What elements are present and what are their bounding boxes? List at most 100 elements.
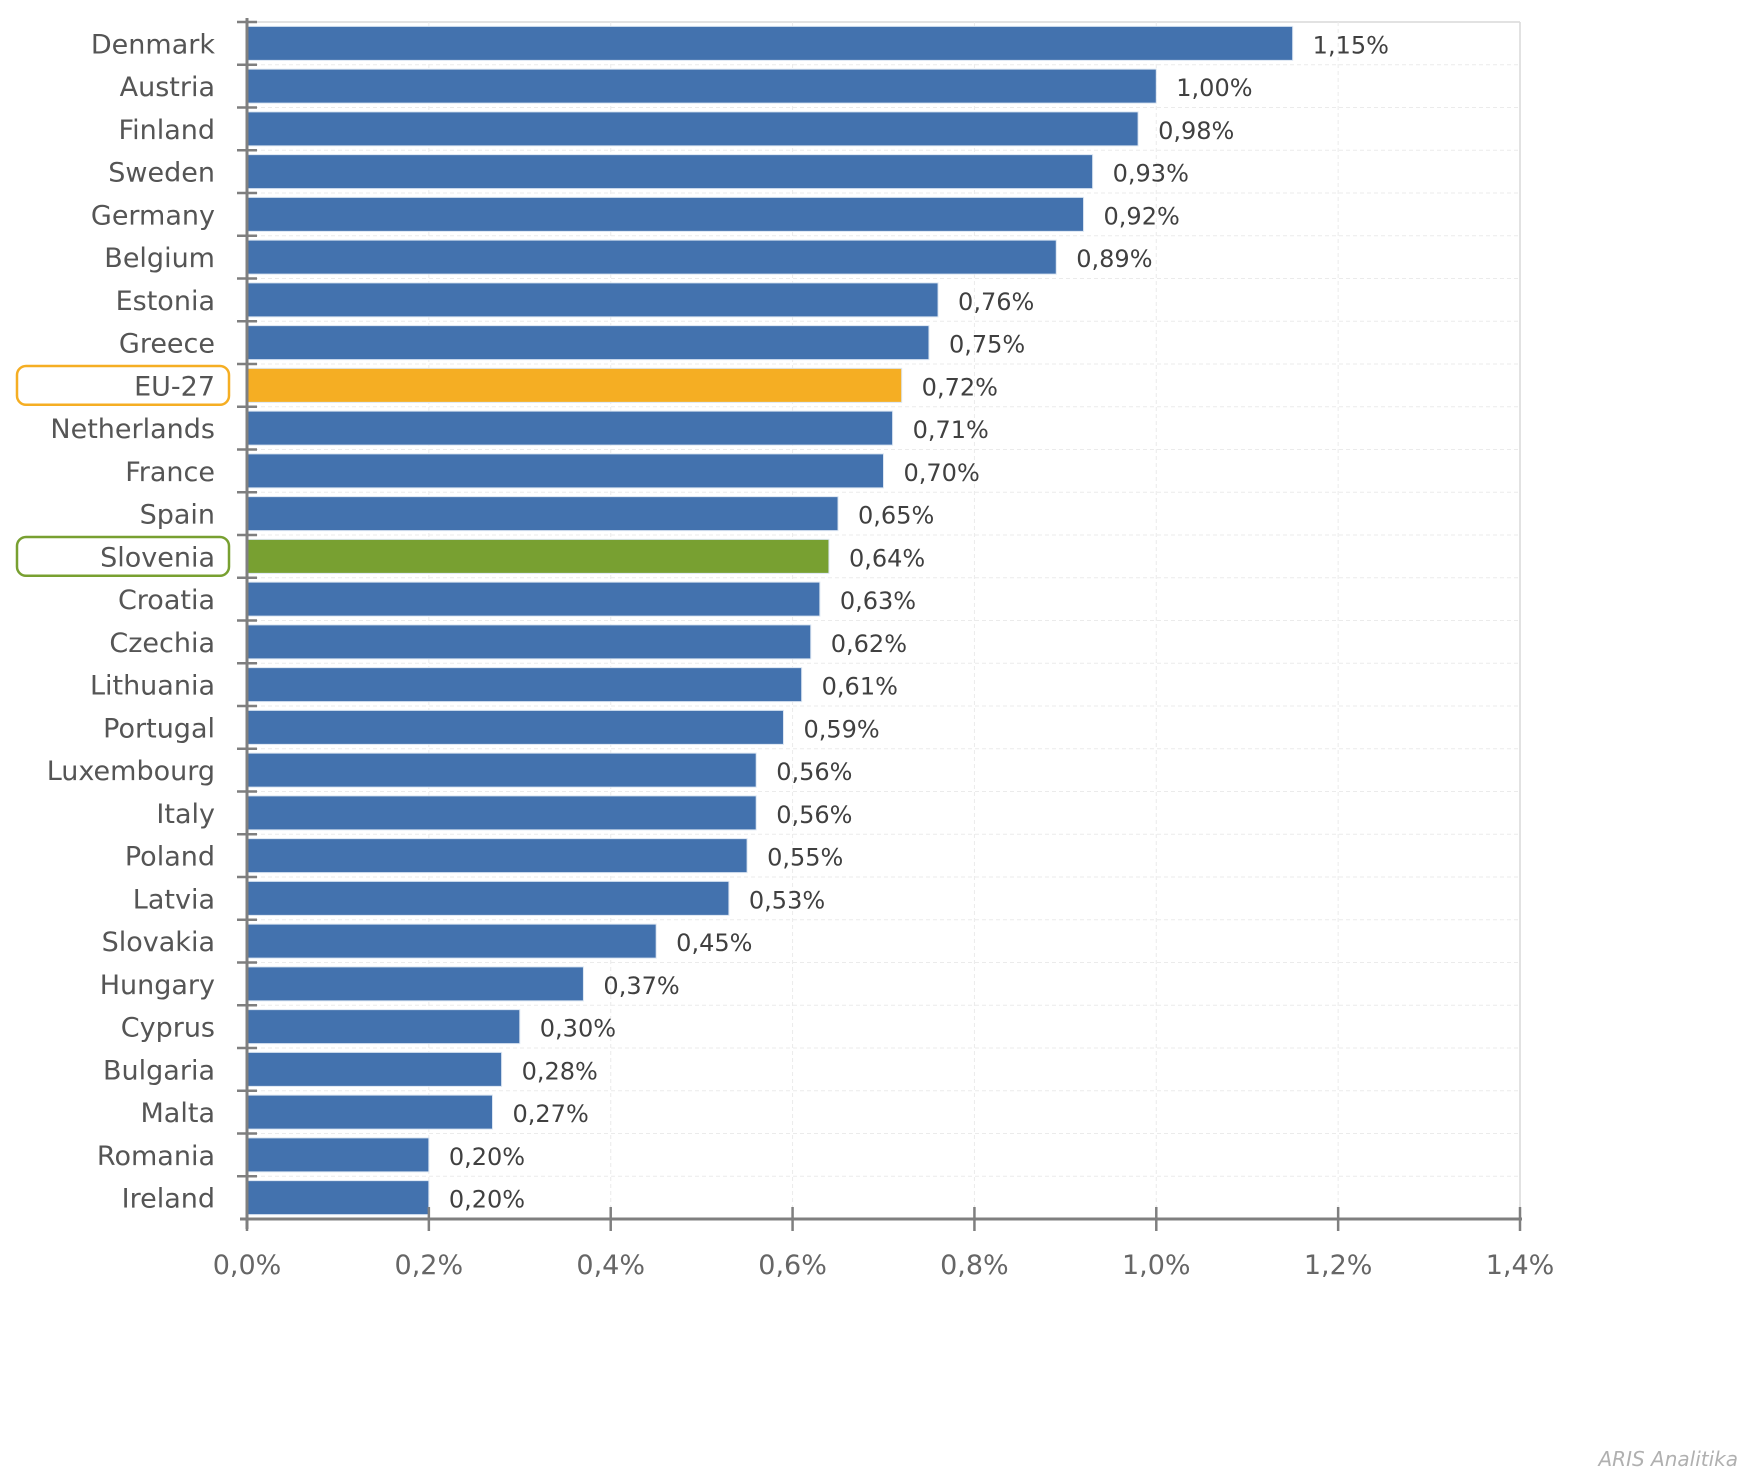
value-label: 0,63% bbox=[840, 587, 916, 615]
category-label: Finland bbox=[119, 115, 215, 146]
bars bbox=[247, 25, 1294, 1216]
value-label: 1,00% bbox=[1176, 74, 1252, 102]
value-label: 0,65% bbox=[858, 502, 934, 530]
bar-ireland bbox=[247, 1180, 430, 1216]
bar-czechia bbox=[247, 624, 812, 660]
bar-finland bbox=[247, 111, 1139, 147]
category-label: Ireland bbox=[122, 1184, 215, 1215]
category-label: Hungary bbox=[100, 970, 215, 1001]
value-label: 0,89% bbox=[1076, 245, 1152, 273]
category-label: Romania bbox=[97, 1141, 215, 1172]
bar-croatia bbox=[247, 581, 821, 617]
bar-belgium bbox=[247, 239, 1057, 275]
x-tick-labels: 0,0% 0,2% 0,4% 0,6% 0,8% 1,0% 1,2% 1,4% bbox=[213, 1250, 1555, 1281]
value-label: 0,75% bbox=[949, 331, 1025, 359]
value-label: 0,72% bbox=[922, 373, 998, 401]
highlight-box-eu-27 bbox=[15, 364, 231, 406]
bar-romania bbox=[247, 1137, 430, 1173]
category-label: Sweden bbox=[108, 158, 215, 189]
value-label: 0,55% bbox=[767, 844, 843, 872]
bar-slovenia bbox=[247, 538, 830, 574]
bar-eu-27 bbox=[247, 367, 903, 403]
x-tick-label: 0,4% bbox=[576, 1250, 645, 1281]
axes bbox=[237, 18, 1522, 1231]
category-label: Poland bbox=[125, 842, 215, 873]
bar-denmark bbox=[247, 25, 1294, 61]
value-label: 0,64% bbox=[849, 544, 925, 572]
category-label: Estonia bbox=[116, 286, 215, 317]
category-labels: Denmark Austria Finland Sweden Germany Belgiu… bbox=[47, 29, 216, 1214]
bar-malta bbox=[247, 1094, 494, 1130]
category-label: Bulgaria bbox=[103, 1055, 215, 1086]
bar-spain bbox=[247, 496, 839, 532]
value-label: 0,53% bbox=[749, 886, 825, 914]
value-label: 0,56% bbox=[776, 758, 852, 786]
category-label: Malta bbox=[141, 1098, 215, 1129]
bar-latvia bbox=[247, 880, 730, 916]
bar-poland bbox=[247, 838, 748, 874]
category-label: Italy bbox=[156, 799, 215, 830]
bar-luxembourg bbox=[247, 752, 757, 788]
category-label: Greece bbox=[119, 329, 215, 360]
x-tick-label: 0,8% bbox=[940, 1250, 1009, 1281]
highlight-box-slovenia bbox=[15, 535, 231, 577]
value-label: 0,37% bbox=[603, 972, 679, 1000]
value-label: 0,61% bbox=[822, 673, 898, 701]
category-label: Spain bbox=[140, 500, 215, 531]
value-label: 0,98% bbox=[1158, 117, 1234, 145]
bar-austria bbox=[247, 68, 1157, 104]
value-label: 0,27% bbox=[513, 1100, 589, 1128]
category-label: Latvia bbox=[133, 884, 215, 915]
value-label: 0,20% bbox=[449, 1143, 525, 1171]
x-tick-label: 0,2% bbox=[395, 1250, 464, 1281]
x-tick-label: 1,2% bbox=[1304, 1250, 1373, 1281]
value-label: 0,71% bbox=[913, 416, 989, 444]
bar-sweden bbox=[247, 154, 1094, 190]
value-label: 0,56% bbox=[776, 801, 852, 829]
category-label: Luxembourg bbox=[47, 756, 215, 787]
value-label: 0,92% bbox=[1104, 202, 1180, 230]
category-label: EU-27 bbox=[134, 371, 215, 402]
value-label: 0,62% bbox=[831, 630, 907, 658]
bar-france bbox=[247, 453, 884, 489]
value-label: 0,20% bbox=[449, 1186, 525, 1214]
category-label: Lithuania bbox=[90, 671, 215, 702]
value-label: 0,30% bbox=[540, 1015, 616, 1043]
x-tick-label: 0,6% bbox=[758, 1250, 827, 1281]
category-label: Croatia bbox=[118, 585, 215, 616]
x-tick-label: 1,0% bbox=[1122, 1250, 1191, 1281]
bar-italy bbox=[247, 795, 757, 831]
bar-bulgaria bbox=[247, 1051, 503, 1087]
category-label: Belgium bbox=[104, 243, 215, 274]
category-label: Cyprus bbox=[121, 1013, 215, 1044]
credit-watermark: ARIS Analitika bbox=[1597, 1447, 1739, 1471]
bar-netherlands bbox=[247, 410, 894, 446]
category-label: Netherlands bbox=[50, 414, 215, 445]
x-tick-label: 1,4% bbox=[1486, 1250, 1555, 1281]
bar-cyprus bbox=[247, 1009, 521, 1045]
category-label: Slovenia bbox=[100, 542, 215, 573]
bar-portugal bbox=[247, 709, 784, 745]
category-label: Czechia bbox=[109, 628, 215, 659]
value-label: 0,76% bbox=[958, 288, 1034, 316]
category-label: Germany bbox=[91, 200, 215, 231]
bar-germany bbox=[247, 196, 1085, 232]
category-label: Slovakia bbox=[102, 927, 215, 958]
value-label: 0,70% bbox=[904, 459, 980, 487]
value-label: 0,59% bbox=[803, 715, 879, 743]
category-label: Austria bbox=[120, 72, 215, 103]
value-label: 0,45% bbox=[676, 929, 752, 957]
x-tick-label: 0,0% bbox=[213, 1250, 282, 1281]
category-label: France bbox=[125, 457, 215, 488]
value-label: 0,93% bbox=[1113, 160, 1189, 188]
value-label: 1,15% bbox=[1313, 31, 1389, 59]
bar-greece bbox=[247, 325, 930, 361]
bar-hungary bbox=[247, 966, 584, 1002]
bar-lithuania bbox=[247, 667, 803, 703]
category-label: Denmark bbox=[91, 29, 215, 60]
highlight-boxes bbox=[15, 364, 231, 577]
value-labels: 1,15% 1,00% 0,98% 0,93% 0,92% 0,89% 0,76% 0,75%… bbox=[449, 31, 1389, 1213]
bar-slovakia bbox=[247, 923, 657, 959]
value-label: 0,28% bbox=[522, 1057, 598, 1085]
